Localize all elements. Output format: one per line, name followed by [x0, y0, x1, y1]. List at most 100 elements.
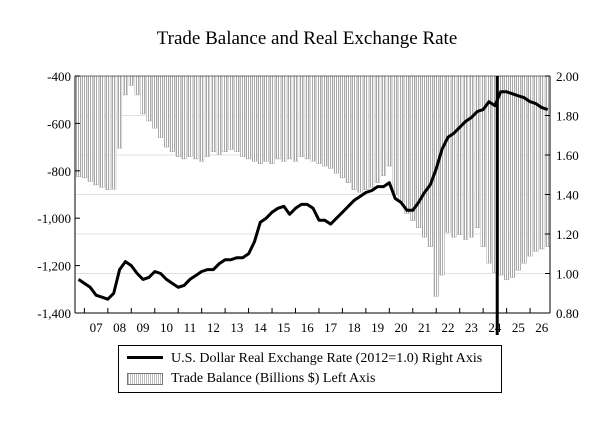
- trade-balance-bar: [146, 75, 152, 122]
- x-tick-label: 12: [207, 320, 220, 335]
- x-tick-label: 10: [160, 320, 173, 335]
- legend-bar-swatch: [127, 372, 163, 385]
- trade-balance-bar: [158, 75, 164, 138]
- trade-balance-bar: [357, 75, 363, 193]
- trade-balance-bar: [509, 75, 515, 278]
- trade-balance-bar: [134, 75, 140, 96]
- trade-balance-bar: [140, 75, 146, 115]
- left-tick-label: -400: [47, 69, 71, 84]
- trade-balance-bar: [175, 75, 181, 157]
- trade-balance-bar: [410, 75, 416, 221]
- legend-line-swatch: [127, 356, 163, 360]
- trade-balance-bar: [287, 75, 293, 160]
- trade-balance-bar: [398, 75, 404, 202]
- trade-balance-bar: [275, 75, 281, 160]
- trade-balance-bar: [515, 75, 521, 271]
- x-tick-label: 18: [348, 320, 361, 335]
- trade-balance-bar: [163, 75, 169, 148]
- left-tick-label: -1,000: [37, 211, 71, 226]
- x-tick-label: 16: [301, 320, 315, 335]
- trade-balance-bar: [240, 75, 246, 157]
- trade-balance-bar: [128, 75, 134, 86]
- trade-balance-bar: [521, 75, 527, 264]
- trade-balance-bar: [422, 75, 427, 238]
- tick-labels: -400 -600 -800 -1,000 -1,200 -1,400 2.00 1.80 1.…: [37, 69, 578, 335]
- trade-balance-bar: [81, 75, 87, 179]
- trade-balance-bar: [539, 75, 545, 250]
- left-tick-label: -600: [47, 116, 71, 131]
- trade-balance-bar: [222, 75, 228, 153]
- trade-balance-bar: [281, 75, 287, 162]
- right-tick-label: 2.00: [556, 69, 579, 84]
- trade-balance-bar: [339, 75, 345, 179]
- trade-balance-bar: [334, 75, 340, 174]
- trade-balance-bar: [105, 75, 111, 190]
- trade-balance-bar: [322, 75, 328, 167]
- trade-balance-bar: [504, 75, 510, 281]
- trade-balance-bar: [328, 75, 334, 169]
- trade-balance-bar: [216, 75, 222, 155]
- trade-balance-bar: [152, 75, 158, 129]
- x-tick-label: 15: [277, 320, 290, 335]
- trade-balance-bar: [122, 75, 128, 96]
- x-tick-label: 22: [441, 320, 454, 335]
- trade-balance-bar: [451, 75, 457, 238]
- right-tick-label: 1.80: [556, 109, 579, 124]
- x-tick-label: 26: [535, 320, 549, 335]
- x-tick-label: 14: [254, 320, 268, 335]
- trade-balance-bar: [199, 75, 205, 162]
- trade-balance-bar: [87, 75, 93, 182]
- trade-balance-bar: [480, 75, 486, 247]
- right-tick-label: 1.60: [556, 148, 579, 163]
- trade-balance-bar: [474, 75, 480, 228]
- trade-balance-bar: [404, 75, 410, 214]
- trade-balance-bar: [463, 75, 469, 240]
- trade-balance-bar: [345, 75, 351, 183]
- x-tick-label: 20: [395, 320, 408, 335]
- trade-balance-bar: [304, 75, 310, 160]
- x-tick-label: 07: [90, 320, 104, 335]
- trade-balance-bar: [386, 75, 392, 167]
- trade-balance-bar: [363, 75, 369, 190]
- left-tick-label: -800: [47, 164, 71, 179]
- trade-balance-bar: [193, 75, 199, 160]
- x-tick-label: 24: [488, 320, 502, 335]
- trade-balance-bar: [228, 75, 234, 150]
- x-tick-label: 17: [324, 320, 338, 335]
- trade-balance-bar: [111, 75, 117, 190]
- trade-balance-bars: [76, 75, 551, 297]
- trade-balance-bar: [445, 75, 451, 233]
- trade-balance-bar: [205, 75, 211, 157]
- right-tick-label: 0.80: [556, 306, 579, 321]
- trade-balance-bar: [246, 75, 252, 160]
- legend-item-exchange-rate: U.S. Dollar Real Exchange Rate (2012=1.0…: [127, 350, 482, 368]
- right-tick-label: 1.00: [556, 267, 579, 282]
- trade-balance-bar: [257, 75, 263, 164]
- right-tick-label: 1.20: [556, 227, 579, 242]
- x-tick-label: 23: [465, 320, 478, 335]
- trade-balance-bar: [181, 75, 187, 160]
- trade-balance-bar: [298, 75, 304, 157]
- trade-balance-bar: [351, 75, 357, 190]
- exchange-rate-line: [77, 90, 549, 301]
- left-tick-label: -1,400: [37, 306, 71, 321]
- trade-balance-bar: [468, 75, 474, 238]
- exchange-rate-series-line: [77, 90, 549, 301]
- trade-balance-bar: [310, 75, 316, 162]
- trade-balance-bar: [234, 75, 240, 153]
- trade-balance-bar: [269, 75, 275, 164]
- trade-balance-bar: [93, 75, 99, 186]
- x-tick-label: 13: [230, 320, 243, 335]
- right-tick-label: 1.40: [556, 188, 579, 203]
- trade-balance-bar: [380, 75, 386, 176]
- x-tick-label: 08: [113, 320, 126, 335]
- x-tick-label: 09: [137, 320, 150, 335]
- axes: [74, 75, 551, 314]
- chart-title: Trade Balance and Real Exchange Rate: [156, 28, 458, 49]
- trade-balance-bar: [76, 75, 82, 177]
- trade-balance-bar: [117, 75, 123, 149]
- left-tick-label: -1,200: [37, 259, 71, 274]
- trade-balance-bar: [433, 75, 439, 297]
- trade-balance-bar: [293, 75, 298, 162]
